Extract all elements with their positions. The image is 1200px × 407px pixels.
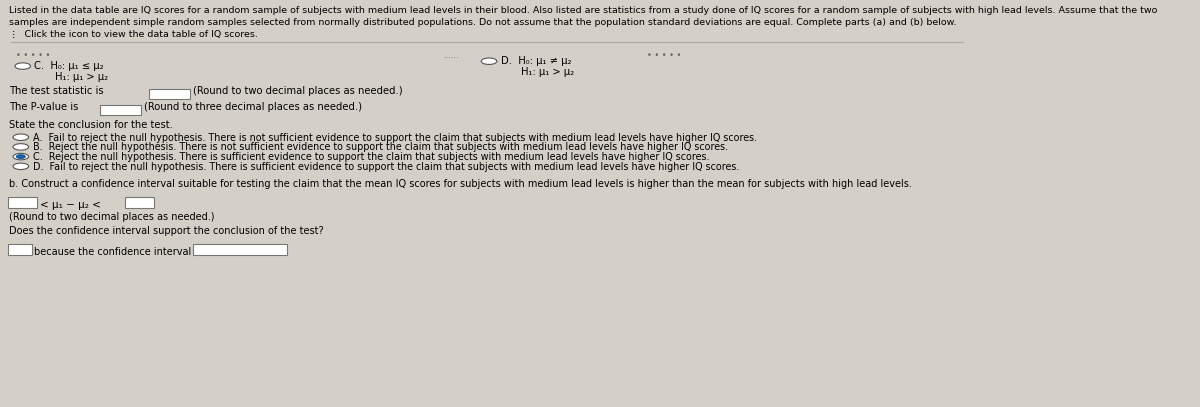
Circle shape bbox=[13, 153, 29, 160]
FancyBboxPatch shape bbox=[8, 197, 37, 208]
Text: B.  Reject the null hypothesis. There is not sufficient evidence to support the : B. Reject the null hypothesis. There is … bbox=[34, 142, 728, 153]
Text: • • • • •: • • • • • bbox=[16, 51, 50, 60]
Text: • • • • •: • • • • • bbox=[647, 51, 682, 60]
FancyBboxPatch shape bbox=[193, 244, 287, 255]
Circle shape bbox=[17, 155, 25, 158]
Text: ▼: ▼ bbox=[12, 247, 18, 256]
Text: (Round to two decimal places as needed.): (Round to two decimal places as needed.) bbox=[193, 86, 402, 96]
Text: H₁: μ₁ > μ₂: H₁: μ₁ > μ₂ bbox=[55, 72, 108, 82]
FancyBboxPatch shape bbox=[101, 105, 142, 115]
FancyBboxPatch shape bbox=[125, 197, 154, 208]
Text: samples are independent simple random samples selected from normally distributed: samples are independent simple random sa… bbox=[10, 18, 956, 26]
Text: The P-value is: The P-value is bbox=[10, 103, 78, 112]
Circle shape bbox=[14, 63, 30, 69]
Text: State the conclusion for the test.: State the conclusion for the test. bbox=[10, 120, 173, 130]
FancyBboxPatch shape bbox=[149, 89, 190, 99]
Circle shape bbox=[13, 163, 29, 170]
Text: D.  Fail to reject the null hypothesis. There is sufficient evidence to support : D. Fail to reject the null hypothesis. T… bbox=[34, 162, 740, 172]
Text: because the confidence interval contains: because the confidence interval contains bbox=[35, 247, 236, 257]
Text: (Round to three decimal places as needed.): (Round to three decimal places as needed… bbox=[144, 103, 362, 112]
Text: The test statistic is: The test statistic is bbox=[10, 86, 103, 96]
Text: C.  Reject the null hypothesis. There is sufficient evidence to support the clai: C. Reject the null hypothesis. There is … bbox=[34, 152, 710, 162]
Text: b. Construct a confidence interval suitable for testing the claim that the mean : b. Construct a confidence interval suita… bbox=[10, 179, 912, 189]
Text: C.  H₀: μ₁ ≤ μ₂: C. H₀: μ₁ ≤ μ₂ bbox=[35, 61, 104, 71]
Circle shape bbox=[13, 144, 29, 150]
Text: D.  H₀: μ₁ ≠ μ₂: D. H₀: μ₁ ≠ μ₂ bbox=[500, 56, 571, 66]
Text: Listed in the data table are IQ scores for a random sample of subjects with medi: Listed in the data table are IQ scores f… bbox=[10, 6, 1158, 15]
Text: A.  Fail to reject the null hypothesis. There is not sufficient evidence to supp: A. Fail to reject the null hypothesis. T… bbox=[34, 133, 757, 143]
FancyBboxPatch shape bbox=[8, 244, 31, 255]
Text: Does the confidence interval support the conclusion of the test?: Does the confidence interval support the… bbox=[10, 226, 324, 236]
Text: H₁: μ₁ > μ₂: H₁: μ₁ > μ₂ bbox=[521, 67, 575, 77]
Text: ⋮  Click the icon to view the data table of IQ scores.: ⋮ Click the icon to view the data table … bbox=[10, 30, 258, 39]
Text: (Round to two decimal places as needed.): (Round to two decimal places as needed.) bbox=[10, 212, 215, 222]
Text: ......: ...... bbox=[443, 51, 460, 60]
Text: < μ₁ − μ₂ <: < μ₁ − μ₂ < bbox=[41, 200, 101, 210]
Circle shape bbox=[481, 58, 497, 64]
Circle shape bbox=[13, 134, 29, 140]
Text: ▼: ▼ bbox=[277, 247, 283, 256]
